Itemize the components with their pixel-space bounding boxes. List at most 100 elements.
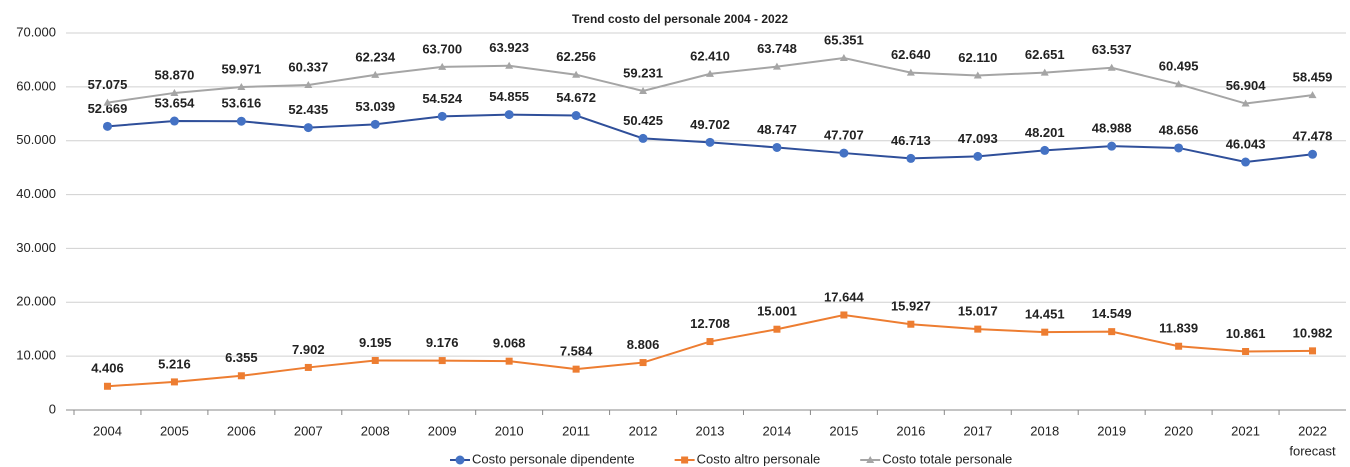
data-point	[572, 70, 581, 78]
data-label: 14.549	[1092, 306, 1132, 321]
data-point	[839, 54, 848, 62]
data-point	[1108, 328, 1116, 336]
data-point	[706, 338, 714, 346]
data-label: 15.927	[891, 299, 931, 314]
data-point	[638, 133, 648, 143]
data-point	[1107, 141, 1117, 151]
data-point	[370, 119, 380, 129]
data-point	[304, 81, 313, 89]
data-label: 53.616	[221, 96, 261, 111]
x-tick-label: 2008	[361, 423, 390, 438]
data-label: 54.524	[422, 91, 463, 106]
data-label: 60.495	[1159, 59, 1199, 74]
data-label: 62.651	[1025, 47, 1065, 62]
data-label: 62.410	[690, 48, 730, 63]
legend-marker	[866, 456, 875, 463]
data-point	[505, 357, 513, 365]
data-point	[1040, 68, 1049, 76]
data-point	[639, 86, 648, 94]
data-label: 50.425	[623, 113, 663, 128]
data-point	[1241, 99, 1250, 107]
x-tick-label: 2022	[1298, 423, 1327, 438]
y-tick-label: 60.000	[16, 78, 56, 93]
data-point	[1308, 91, 1317, 99]
data-point	[303, 123, 313, 133]
data-point	[907, 320, 915, 328]
data-label: 9.068	[493, 336, 526, 351]
data-point	[773, 325, 781, 333]
data-label: 52.669	[88, 101, 128, 116]
data-label: 48.656	[1159, 122, 1199, 137]
data-label: 47.093	[958, 131, 998, 146]
data-label: 9.176	[426, 335, 459, 350]
data-label: 53.039	[355, 99, 395, 114]
x-tick-label: 2017	[963, 423, 992, 438]
data-label: 65.351	[824, 32, 864, 47]
data-label: 47.478	[1293, 129, 1333, 144]
data-point	[437, 111, 447, 121]
data-point	[237, 372, 245, 380]
data-label: 63.537	[1092, 42, 1132, 57]
data-label: 6.355	[225, 350, 258, 365]
data-label: 48.988	[1092, 121, 1132, 136]
data-point	[438, 62, 447, 70]
data-point	[1309, 347, 1317, 355]
chart-title: Trend costo del personale 2004 - 2022	[572, 12, 788, 26]
data-label: 15.017	[958, 304, 998, 319]
data-label: 11.839	[1159, 321, 1198, 336]
data-label: 17.644	[824, 289, 865, 304]
data-label: 63.748	[757, 41, 797, 56]
data-point	[237, 83, 246, 91]
x-tick-label: 2019	[1097, 423, 1126, 438]
y-tick-label: 10.000	[16, 348, 56, 363]
data-label: 62.110	[958, 50, 997, 65]
data-label: 47.707	[824, 128, 864, 143]
data-label: 14.451	[1025, 307, 1065, 322]
data-point	[572, 365, 580, 373]
data-point	[102, 121, 112, 131]
data-label: 62.640	[891, 47, 931, 62]
data-point	[1040, 145, 1050, 155]
y-tick-label: 50.000	[16, 132, 56, 147]
legend-label: Costo totale personale	[882, 451, 1012, 466]
data-point	[906, 153, 916, 163]
data-label: 15.001	[757, 304, 797, 319]
data-point	[839, 148, 849, 158]
data-label: 60.337	[288, 59, 328, 74]
data-point	[371, 356, 379, 364]
data-label: 7.902	[292, 342, 325, 357]
data-point	[706, 69, 714, 77]
x-tick-label: 2004	[93, 423, 122, 438]
data-label: 46.713	[891, 133, 931, 148]
data-point	[772, 142, 782, 152]
data-point	[1241, 157, 1251, 167]
data-point	[438, 357, 446, 365]
data-label: 54.855	[489, 89, 529, 104]
data-label: 46.043	[1226, 136, 1266, 151]
data-point	[103, 98, 112, 106]
x-tick-label: 2021	[1231, 423, 1260, 438]
data-label: 56.904	[1226, 78, 1267, 93]
data-label: 59.231	[623, 65, 663, 80]
data-point	[1174, 143, 1184, 153]
data-point	[973, 151, 983, 161]
x-tick-label: 2009	[428, 423, 457, 438]
data-point	[973, 71, 982, 79]
x-tick-label: 2012	[629, 423, 658, 438]
legend-marker	[681, 456, 689, 464]
legend-label: Costo personale dipendente	[472, 451, 635, 466]
data-label: 63.923	[489, 40, 529, 55]
x-tick-label: 2005	[160, 423, 189, 438]
data-label: 4.406	[91, 361, 124, 376]
data-point	[304, 363, 312, 371]
x-tick-label: 2018	[1030, 423, 1059, 438]
data-point	[170, 88, 179, 96]
data-point	[169, 116, 179, 126]
data-point	[1308, 149, 1318, 159]
x-tick-label: 2020	[1164, 423, 1193, 438]
data-label: 8.806	[627, 337, 660, 352]
data-point	[1175, 342, 1183, 350]
data-label: 53.654	[155, 95, 196, 110]
x-tick-label: 2010	[495, 423, 524, 438]
